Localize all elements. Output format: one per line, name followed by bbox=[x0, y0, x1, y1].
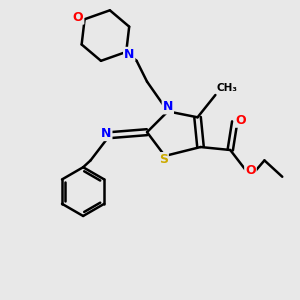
Text: S: S bbox=[159, 153, 168, 166]
Text: N: N bbox=[163, 100, 173, 113]
Text: N: N bbox=[124, 48, 134, 61]
Text: O: O bbox=[235, 114, 246, 127]
Text: CH₃: CH₃ bbox=[217, 82, 238, 93]
Text: O: O bbox=[245, 164, 256, 177]
Text: O: O bbox=[73, 11, 83, 24]
Text: N: N bbox=[101, 127, 112, 140]
